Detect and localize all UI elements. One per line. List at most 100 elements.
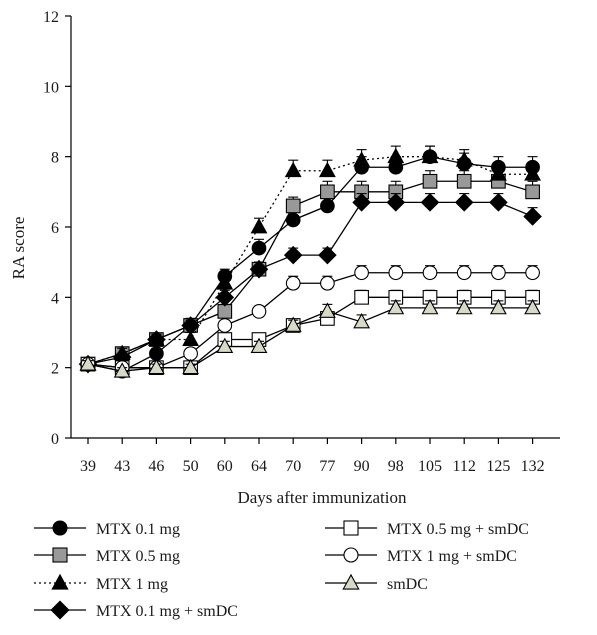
legend-marker [52,520,68,536]
data-point [318,161,336,178]
data-point [489,193,508,212]
data-point [523,207,542,226]
y-tick-label: 4 [51,290,59,307]
legend-item: MTX 0.1 mg + smDC [34,600,238,620]
x-tick-label: 105 [418,458,442,475]
data-point [318,302,336,318]
data-point [386,193,406,212]
legend-marker [52,547,68,563]
data-point [489,298,507,315]
x-tick-label: 90 [354,458,370,475]
y-tick-label: 8 [51,150,59,167]
y-tick-label: 10 [43,79,59,96]
series-6 [79,298,542,378]
data-point [217,318,233,333]
data-point [250,337,268,353]
data-point [320,184,335,200]
x-tick-label: 39 [80,458,96,475]
data-point [491,265,506,281]
series-5 [80,265,540,376]
x-tick-label: 77 [319,458,335,475]
x-tick-label: 125 [486,458,510,475]
y-tick-label: 0 [51,431,59,448]
x-tick-label: 64 [251,458,267,475]
data-point [284,316,302,332]
data-point [525,265,540,281]
data-point [250,218,268,234]
x-tick-label: 98 [388,458,404,475]
legend-marker [343,520,359,536]
x-tick-label: 70 [285,458,301,475]
data-point [421,147,439,164]
data-point [182,330,200,346]
data-point [456,265,472,281]
series-3 [78,193,542,374]
legend-item: smDC [325,573,428,593]
legend-marker [342,573,360,590]
data-point [455,151,473,167]
data-point [285,275,301,291]
data-point [147,330,166,349]
data-point [79,355,97,371]
data-point [251,304,267,319]
series-line [87,156,533,365]
data-point [353,151,371,167]
data-point [422,265,438,281]
x-axis-label: Days after immunization [237,488,407,507]
legend: MTX 0.1 mg MTX 0.5 mg MTX 1 mg MTX 0.1 mg +… [34,520,529,620]
legend-item: MTX 1 mg [34,573,168,593]
data-point [147,358,165,375]
data-point [284,161,302,178]
y-tick-label: 12 [43,9,59,26]
y-axis-label: RA score [9,217,28,280]
x-tick-label: 43 [114,458,130,475]
data-point [454,193,474,212]
legend-item: MTX 0.5 mg + smDC [325,520,529,538]
data-point [352,193,371,212]
x-tick-label: 60 [217,458,233,475]
legend-label: smDC [387,576,428,593]
data-point [456,173,472,189]
series-line [87,307,533,372]
data-point [489,165,507,181]
legend-marker [51,573,69,590]
data-point [421,298,439,315]
series-layer [78,145,542,379]
data-point [318,245,337,265]
x-tick-label: 46 [148,458,164,475]
data-point [249,259,269,279]
data-point [422,173,438,189]
legend-label: MTX 0.1 mg + smDC [96,603,238,620]
data-point [215,288,235,307]
legend-item: MTX 1 mg + smDC [325,547,517,565]
data-point [320,198,335,214]
legend-label: MTX 0.5 mg [96,548,180,565]
data-point [354,265,369,281]
data-point [387,147,405,164]
data-point [181,316,200,335]
data-point [283,245,303,265]
legend-label: MTX 0.1 mg [96,521,180,538]
data-point [251,240,267,256]
y-tick-label: 2 [51,361,59,378]
data-point [387,298,405,315]
data-point [285,198,301,214]
data-point [182,358,200,375]
data-point [524,165,542,181]
data-point [525,184,540,200]
legend-label: MTX 1 mg + smDC [387,548,517,565]
legend-marker [343,547,359,563]
legend-marker [50,600,70,620]
x-tick-label: 50 [183,458,199,475]
legend-label: MTX 1 mg [96,576,168,593]
data-point [113,362,131,378]
x-tick-label: 112 [452,458,475,475]
data-point [353,312,371,329]
data-point [455,298,473,315]
data-point [354,289,369,305]
data-point [388,265,404,281]
y-tick-label: 6 [51,220,59,237]
